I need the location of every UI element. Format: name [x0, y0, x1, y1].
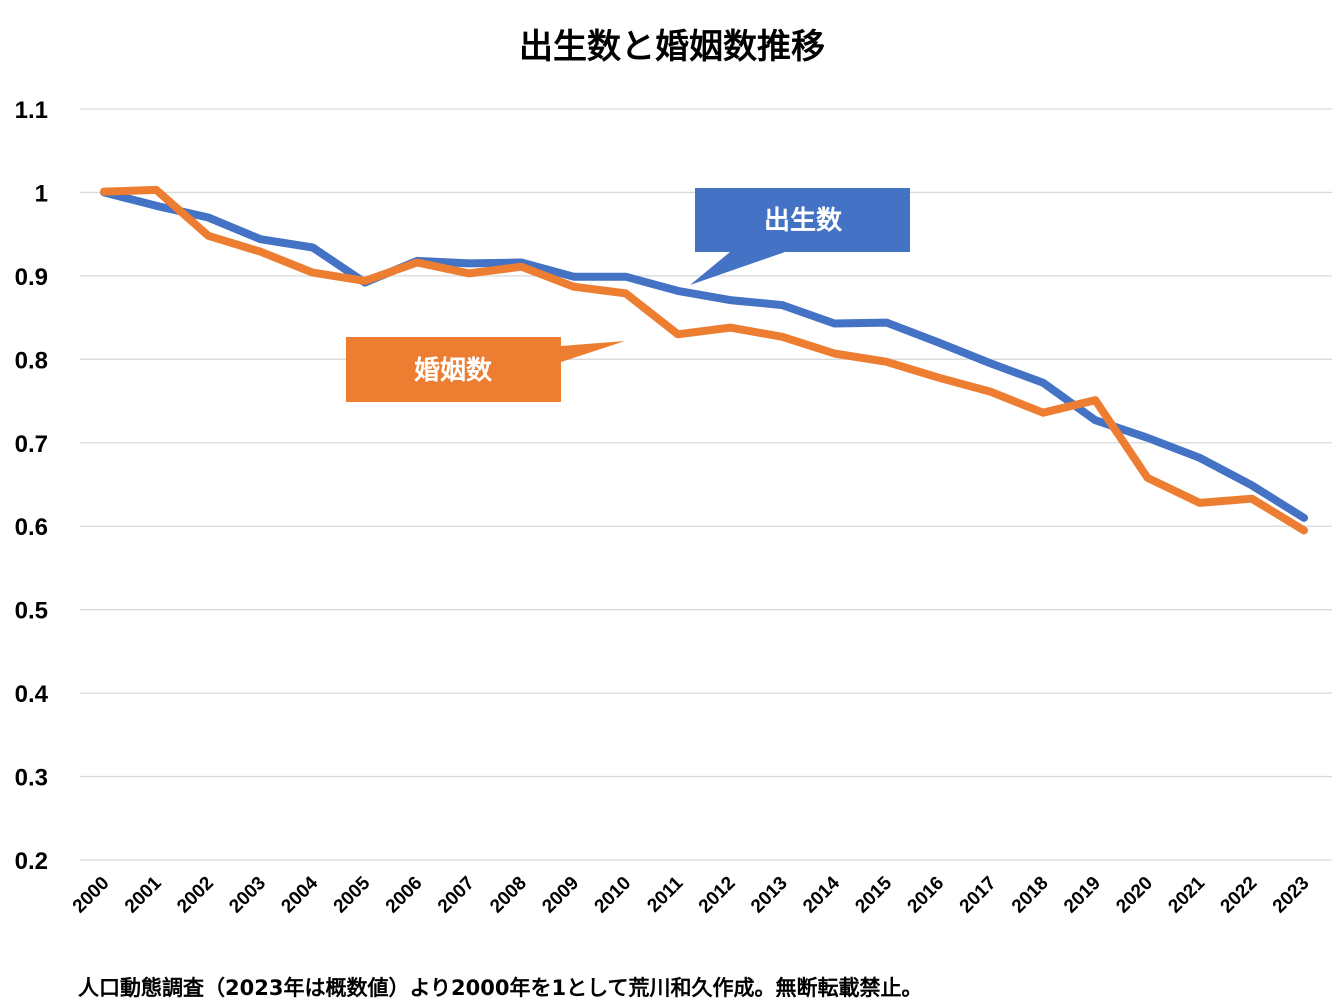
- x-tick-label: 2018: [1008, 873, 1053, 918]
- x-tick-label: 2012: [695, 873, 740, 918]
- x-tick-label: 2008: [486, 873, 531, 918]
- x-tick-label: 2003: [225, 873, 270, 918]
- series-line-births: [100, 188, 1308, 522]
- callout-births-shape: [690, 188, 910, 285]
- x-tick-label: 2001: [121, 872, 166, 917]
- y-tick-label: 0.4: [15, 681, 49, 708]
- callout-marriages: 婚姻数: [346, 337, 625, 402]
- x-tick-label: 2005: [330, 872, 375, 917]
- footnote: 人口動態調査（2023年は概数値）より2000年を1として荒川和久作成。無断転載…: [78, 976, 922, 1000]
- callout-births: 出生数: [690, 188, 910, 285]
- x-tick-label: 2019: [1060, 873, 1105, 918]
- y-tick-label: 0.8: [15, 347, 48, 374]
- x-tick-label: 2014: [799, 872, 844, 917]
- series-line-marriages: [100, 185, 1308, 535]
- x-tick-label: 2004: [277, 872, 322, 917]
- x-axis-ticks: 2000 2001 2002 2003 2004 2005 2006 2007 2008 2009…: [69, 872, 1314, 917]
- x-tick-label: 2013: [747, 873, 792, 918]
- x-tick-label: 2022: [1217, 873, 1262, 918]
- callout-births-label: 出生数: [764, 206, 843, 236]
- y-tick-label: 0.9: [15, 264, 48, 291]
- x-tick-label: 2017: [956, 873, 1001, 918]
- x-tick-label: 2011: [643, 872, 687, 916]
- x-tick-label: 2006: [382, 873, 427, 918]
- y-tick-label: 1.1: [15, 97, 48, 124]
- y-tick-label: 0.3: [15, 765, 48, 792]
- x-tick-label: 2007: [434, 873, 479, 918]
- x-tick-label: 2002: [173, 873, 218, 918]
- x-tick-label: 2009: [538, 873, 583, 918]
- y-tick-label: 1: [35, 180, 48, 207]
- x-tick-label: 2010: [591, 873, 636, 918]
- callout-marriages-shape: [346, 337, 625, 402]
- series-lines: [100, 185, 1308, 535]
- y-tick-label: 0.2: [15, 848, 48, 875]
- y-tick-label: 0.7: [15, 431, 48, 458]
- x-tick-label: 2023: [1269, 873, 1314, 918]
- x-tick-label: 2000: [69, 873, 114, 918]
- callout-marriages-label: 婚姻数: [414, 356, 493, 386]
- x-tick-label: 2015: [851, 872, 896, 917]
- x-tick-label: 2016: [904, 873, 949, 918]
- y-tick-label: 0.6: [15, 514, 48, 541]
- y-tick-label: 0.5: [15, 598, 48, 625]
- x-tick-label: 2020: [1112, 873, 1157, 918]
- x-tick-label: 2021: [1164, 872, 1209, 917]
- y-axis-ticks: 1.1 1 0.9 0.8 0.7 0.6 0.5 0.4 0.3 0.2: [15, 97, 49, 875]
- gridlines: [80, 108, 1332, 861]
- chart-title: 出生数と婚姻数推移: [519, 27, 825, 67]
